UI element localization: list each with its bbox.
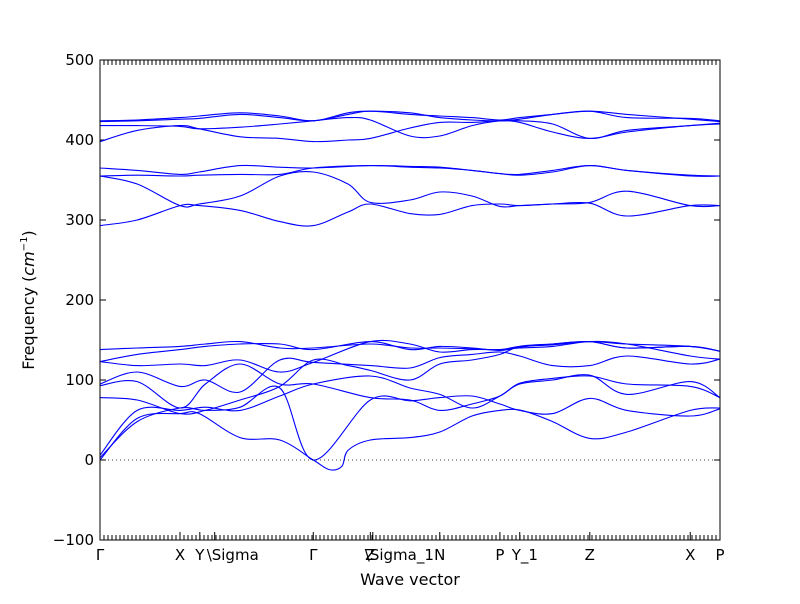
y-axis-label-unit-close: ) (19, 230, 38, 236)
y-axis-label-unit: cm (19, 251, 38, 275)
phonon-band-17 (99, 110, 721, 122)
plot-frame (99, 59, 721, 541)
band-layer (99, 110, 721, 471)
phonon-band-10 (99, 201, 721, 227)
phonon-band-1 (99, 407, 721, 471)
y-axis-label: Frequency (cm−1) (19, 230, 38, 369)
phonon-band-6 (99, 351, 721, 394)
x-tick-label: Z (585, 546, 595, 564)
x-tick-label: P (495, 546, 504, 564)
y-tick-label: 100 (65, 371, 94, 389)
x-tick-label: X (175, 546, 185, 564)
x-tick-label: P (715, 546, 724, 564)
phonon-band-11 (99, 170, 721, 208)
y-tick-label: 300 (65, 211, 94, 229)
y-axis-label-text: Frequency (19, 287, 38, 370)
x-tick-label: X (685, 546, 695, 564)
phonon-band-5 (99, 363, 721, 411)
x-tick-label: Γ (309, 546, 318, 564)
phonon-band-4 (99, 340, 721, 415)
phonon-band-14 (99, 120, 721, 143)
y-tick-label: 0 (84, 451, 94, 469)
phonon-band-2 (99, 385, 721, 461)
x-tick-label: Z (365, 546, 375, 564)
phonon-band-12 (99, 165, 721, 177)
x-axis-label: Wave vector (360, 570, 460, 589)
x-tick-label: \Sigma_1 (365, 546, 434, 565)
phonon-band-13 (99, 164, 721, 177)
x-tick-label: Y_1 (511, 546, 538, 565)
y-tick-label: 500 (65, 51, 94, 69)
x-tick-label: \Sigma (207, 546, 259, 564)
phonon-band-9 (99, 340, 721, 352)
y-tick-label: 200 (65, 291, 94, 309)
y-axis-label-unit-exponent: −1 (19, 237, 30, 252)
y-tick-label: 400 (65, 131, 94, 149)
y-tick-label: −100 (53, 531, 94, 549)
x-tick-label: Y (194, 546, 205, 564)
x-tick-label: N (434, 546, 445, 564)
phonon-band-3 (99, 374, 721, 456)
x-tick-label: Γ (96, 546, 105, 564)
phonon-band-15 (99, 116, 721, 140)
y-axis-label-unit-open: ( (19, 276, 38, 287)
